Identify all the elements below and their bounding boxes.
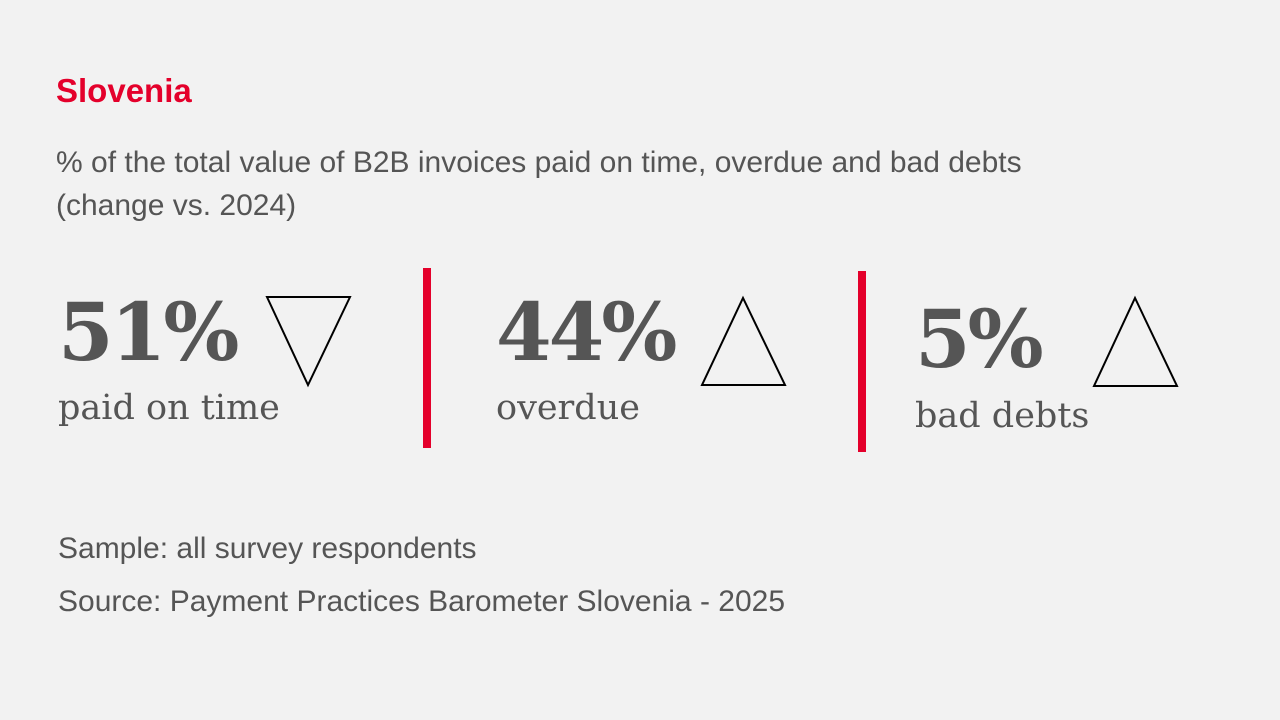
stat-label-paid-on-time: paid on time bbox=[58, 388, 280, 428]
stat-value-bad-debts: 5% bbox=[915, 292, 1044, 386]
page-title: Slovenia bbox=[56, 72, 192, 109]
triangle-up-icon bbox=[1092, 295, 1179, 387]
sample-note: Sample: all survey respondents bbox=[58, 532, 477, 565]
divider-2 bbox=[858, 271, 866, 452]
source-note: Source: Payment Practices Barometer Slov… bbox=[58, 585, 786, 618]
stat-label-overdue: overdue bbox=[496, 388, 640, 428]
stat-label-bad-debts: bad debts bbox=[915, 396, 1090, 436]
divider-1 bbox=[423, 268, 431, 448]
subtitle-line-2: (change vs. 2024) bbox=[56, 189, 297, 222]
stat-value-overdue: 44% bbox=[496, 285, 677, 379]
triangle-down-icon bbox=[265, 296, 352, 388]
subtitle-line-1: % of the total value of B2B invoices pai… bbox=[56, 146, 1022, 179]
stat-value-paid-on-time: 51% bbox=[58, 285, 239, 379]
triangle-up-icon bbox=[700, 295, 787, 386]
